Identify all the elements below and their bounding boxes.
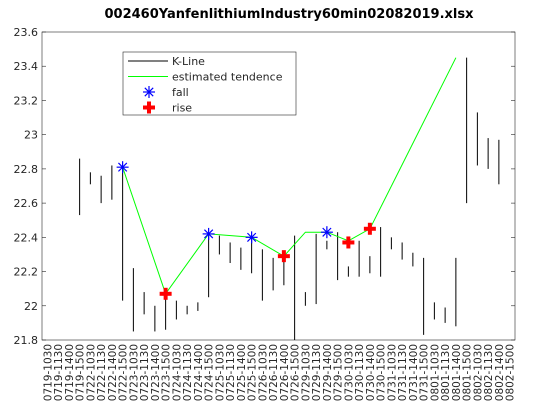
x-tick-label: 0801-1400 [451, 344, 463, 401]
y-tick-label: 22.2 [14, 266, 39, 279]
marker-stroke [144, 87, 154, 97]
x-tick-label: 0723-1030 [128, 344, 140, 401]
x-tick-label: 0719-1130 [53, 344, 65, 401]
y-tick-label: 21.8 [14, 334, 39, 347]
legend-label: K-Line [172, 55, 205, 68]
legend-label: fall [172, 86, 189, 99]
x-tick-label: 0726-1030 [257, 344, 269, 401]
x-tick-label: 0730-1400 [365, 344, 377, 401]
legend-marker [143, 101, 155, 114]
rise-marker [277, 250, 290, 263]
x-tick-label: 0726-1130 [268, 344, 280, 401]
x-tick-label: 0802-1500 [505, 344, 517, 401]
legend-box [122, 51, 297, 116]
marker-stroke [322, 227, 332, 237]
y-tick-label: 22.6 [14, 197, 39, 210]
fall-marker [320, 226, 333, 239]
legend-label: rise [172, 102, 192, 115]
y-tick-label: 22.8 [14, 163, 39, 176]
x-tick-label: 0723-1500 [161, 344, 173, 401]
x-tick-label: 0729-1030 [300, 344, 312, 401]
y-tick-label: 23.6 [14, 26, 39, 39]
legend-marker [143, 86, 155, 98]
x-tick-label: 0725-1030 [214, 344, 226, 401]
x-tick-label: 0719-1030 [42, 344, 54, 401]
x-tick-label: 0723-1130 [139, 344, 151, 401]
marker-stroke [118, 162, 128, 172]
x-tick-label: 0722-1500 [118, 344, 130, 401]
x-tick-label: 0724-1030 [171, 344, 183, 401]
x-tick-label: 0731-1030 [386, 344, 398, 401]
x-tick-label: 0730-1130 [354, 344, 366, 401]
x-tick-label: 0801-1130 [440, 344, 452, 401]
y-tick-label: 23.2 [14, 94, 39, 107]
marker-stroke [204, 229, 214, 239]
rise-marker [363, 222, 376, 235]
x-tick-label: 0802-1130 [483, 344, 495, 401]
x-tick-label: 0730-1030 [343, 344, 355, 401]
x-tick-label: 0725-1500 [247, 344, 259, 401]
x-tick-label: 0725-1400 [236, 344, 248, 401]
x-tick-label: 0724-1130 [182, 344, 194, 401]
x-tick-label: 0729-1130 [311, 344, 323, 401]
y-tick-label: 23 [24, 129, 38, 142]
x-tick-label: 0722-1400 [107, 344, 119, 401]
fall-marker [202, 227, 215, 240]
tendence-line [122, 57, 457, 295]
x-tick-label: 0719-1500 [75, 344, 87, 401]
x-tick-label: 0801-1500 [462, 344, 474, 401]
y-tick-label: 22 [24, 300, 38, 313]
chart-title: 002460YanfenlithiumIndustry60min02082019… [105, 7, 475, 22]
x-tick-label: 0731-1130 [397, 344, 409, 401]
x-tick-label: 0724-1500 [204, 344, 216, 401]
legend-label: estimated tendence [172, 71, 283, 84]
rise-marker [342, 236, 355, 249]
x-tick-label: 0802-1400 [494, 344, 506, 401]
x-tick-label: 0801-1030 [429, 344, 441, 401]
x-tick-label: 0725-1130 [225, 344, 237, 401]
x-tick-label: 0726-1400 [279, 344, 291, 401]
x-tick-label: 0722-1130 [96, 344, 108, 401]
x-tick-label: 0731-1400 [408, 344, 420, 401]
fall-marker [116, 161, 129, 174]
x-tick-label: 0802-1030 [472, 344, 484, 401]
x-tick-label: 0729-1500 [333, 344, 345, 401]
x-tick-label: 0719-1400 [64, 344, 76, 401]
y-tick-label: 22.4 [14, 231, 39, 244]
x-tick-label: 0729-1400 [322, 344, 334, 401]
x-tick-label: 0730-1500 [376, 344, 388, 401]
x-tick-label: 0731-1500 [419, 344, 431, 401]
marker-stroke [247, 232, 257, 242]
x-tick-label: 0723-1400 [150, 344, 162, 401]
x-tick-label: 0726-1500 [290, 344, 302, 401]
fall-marker [245, 231, 258, 244]
x-tick-label: 0722-1030 [85, 344, 97, 401]
y-tick-label: 23.4 [14, 60, 39, 73]
x-tick-label: 0724-1400 [193, 344, 205, 401]
rise-marker [159, 287, 172, 300]
